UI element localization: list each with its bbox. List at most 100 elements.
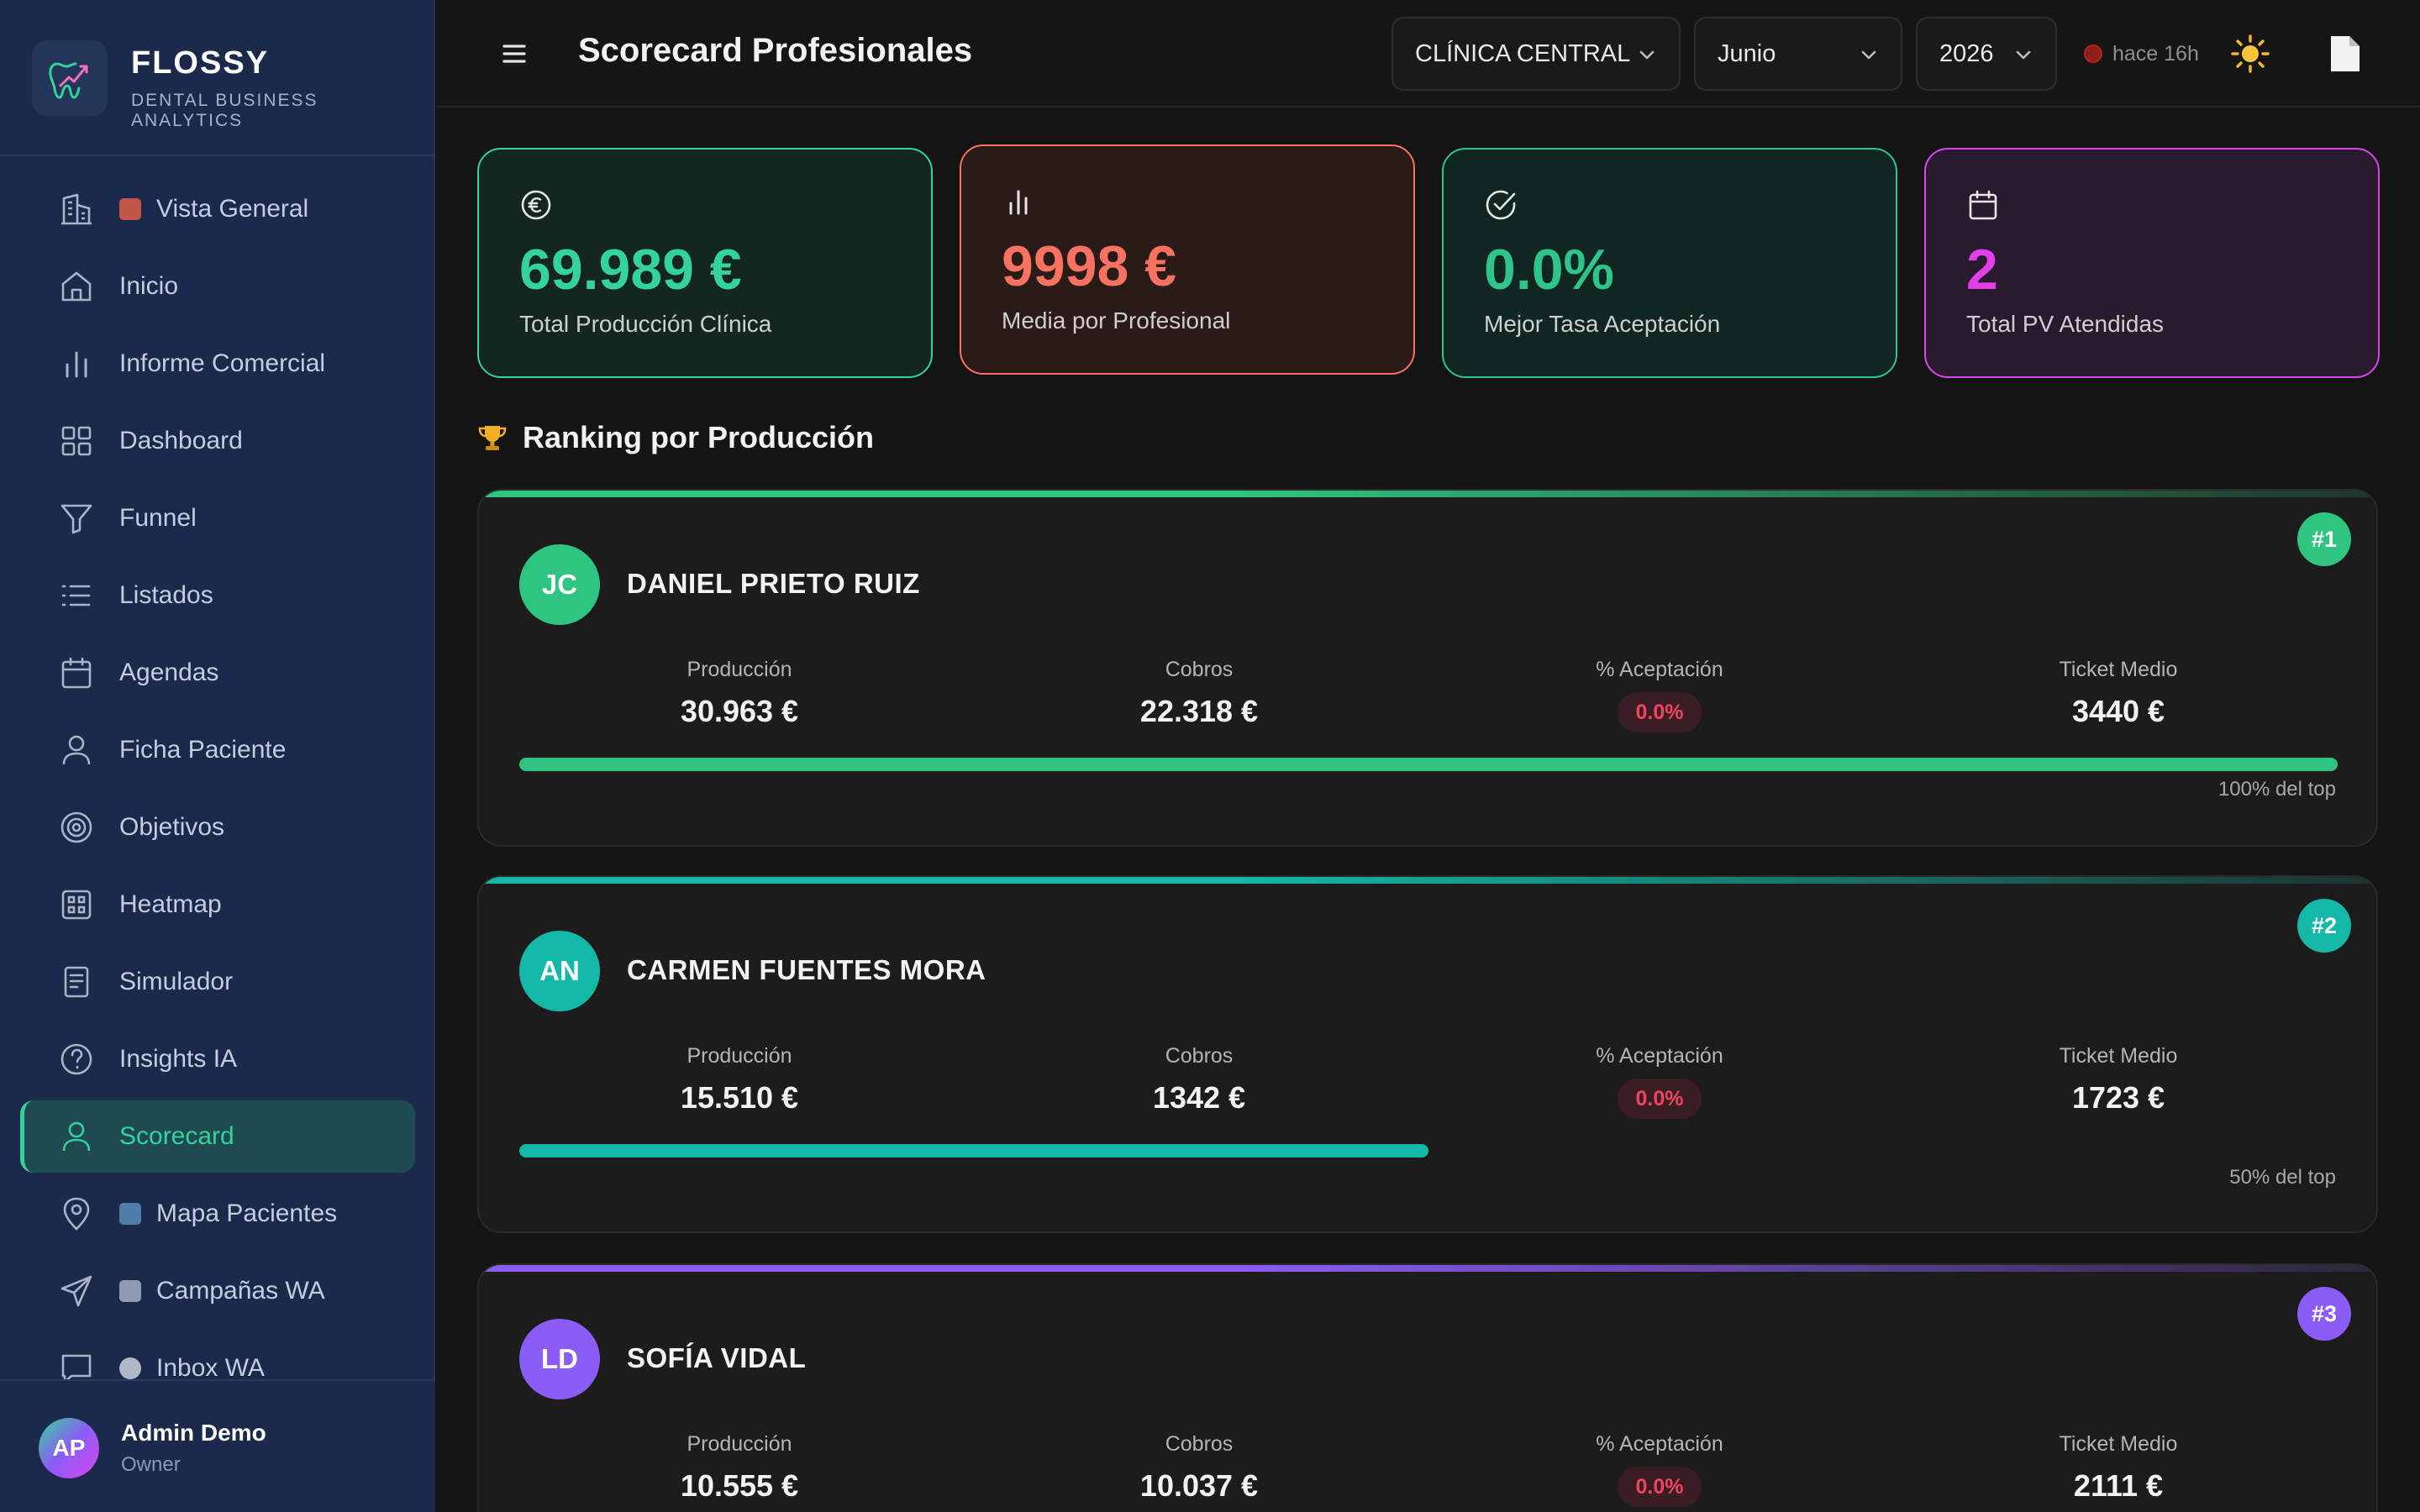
metric-ticket: Ticket Medio 2111 € [1950,1430,2286,1504]
sidebar-item-agendas[interactable]: Agendas [20,637,415,709]
sidebar: FLOSSY DENTAL BUSINESS ANALYTICS Vista G… [0,0,435,1512]
top-bar: Scorecard Profesionales CLÍNICA CENTRAL … [437,0,2420,108]
sync-status-text: hace 16h [2112,41,2199,66]
funnel-icon [60,504,92,534]
ranking-card-accent [479,877,2376,884]
sidebar-item-label: Objetivos [119,813,225,841]
sidebar-item-label: Inbox WA [156,1354,265,1379]
pdf-export-icon[interactable] [2326,34,2363,74]
sidebar-item-campanas-wa[interactable]: Campañas WA [20,1255,415,1327]
metric-label: % Aceptación [1596,1044,1723,1068]
sidebar-item-dashboard[interactable]: Dashboard [20,405,415,477]
brand-subtitle: DENTAL BUSINESS ANALYTICS [131,91,318,130]
month-select-value: Junio [1718,40,1776,67]
metric-label: Cobros [1165,658,1234,681]
grid-icon [61,426,92,456]
kpi-value: 9998 € [1002,234,1176,298]
sidebar-item-insights-ia[interactable]: Insights IA [20,1023,415,1095]
metric-value: 1342 € [1152,1080,1246,1115]
progress-fill [519,758,2338,771]
megaphone-emoji-icon [119,1280,141,1302]
send-icon [60,1275,92,1307]
month-select[interactable]: Junio [1694,17,1902,91]
sidebar-item-vista-general[interactable]: Vista General [20,173,415,245]
tooth-logo-icon [32,40,108,116]
sidebar-item-label: Simulador [119,968,234,995]
kpi-value: 0.0% [1484,238,1614,302]
sidebar-item-label: Heatmap [119,890,222,918]
progress-label: 50% del top [2229,1166,2336,1189]
sidebar-item-inbox-wa[interactable]: Inbox WA [20,1332,415,1379]
progress-fill [519,1144,1428,1158]
sidebar-item-objetivos[interactable]: Objetivos [20,791,415,864]
metric-aceptacion: % Aceptación 0.0% [1491,655,1828,732]
list-icon [61,585,91,606]
chevron-down-icon [2016,50,2031,60]
euro-icon [521,190,551,220]
kpi-label: Mejor Tasa Aceptación [1484,311,1721,337]
sidebar-item-inicio[interactable]: Inicio [20,250,415,323]
chevron-down-icon [1639,50,1655,60]
kpi-card-total-produccion: 69.989 € Total Producción Clínica [477,148,933,378]
sidebar-item-mapa-pacientes[interactable]: Mapa Pacientes [20,1178,415,1250]
hamburger-menu-icon[interactable] [497,37,531,71]
sidebar-item-simulador[interactable]: Simulador [20,946,415,1018]
sidebar-item-ficha-paciente[interactable]: Ficha Paciente [20,714,415,786]
ranking-title-text: Ranking por Producción [523,420,875,454]
metric-label: Cobros [1165,1432,1234,1456]
sidebar-nav: Vista General Inicio Informe Comercial D… [0,173,435,1379]
kpi-card-media-profesional: 9998 € Media por Profesional [960,144,1415,375]
rank-badge: #1 [2297,512,2351,566]
metric-label: Producción [687,1432,792,1456]
map-emoji-icon [119,1203,141,1225]
sidebar-item-label: Inicio [119,272,179,300]
metric-cobros: Cobros 22.318 € [1031,655,1367,729]
sync-status: hace 16h [2084,37,2199,71]
metric-aceptacion: % Aceptación 0.0% [1491,1430,1828,1507]
metric-value: 2111 € [2073,1468,2164,1503]
kpi-value: 69.989 € [519,238,742,302]
speech-emoji-icon [119,1357,141,1379]
avatar: LD [519,1319,600,1399]
metric-label: Producción [687,658,792,681]
sidebar-item-scorecard[interactable]: Scorecard [20,1100,415,1173]
kpi-value: 2 [1966,238,1998,302]
sidebar-item-listados[interactable]: Listados [20,559,415,632]
sidebar-item-funnel[interactable]: Funnel [20,482,415,554]
acceptance-badge: 0.0% [1617,1467,1702,1507]
metric-label: Ticket Medio [2059,658,2178,681]
sidebar-item-heatmap[interactable]: Heatmap [20,869,415,941]
year-select[interactable]: 2026 [1916,17,2057,91]
metric-aceptacion: % Aceptación 0.0% [1491,1042,1828,1119]
metric-label: % Aceptación [1596,1432,1723,1456]
sun-theme-toggle-icon[interactable] [2230,34,2270,74]
user-profile[interactable]: AP Admin Demo Owner [0,1379,435,1512]
sidebar-item-label: Insights IA [119,1045,238,1073]
sidebar-item-label: Agendas [119,659,219,686]
professional-name: DANIEL PRIETO RUIZ [627,568,920,599]
sidebar-item-label: Dashboard [119,427,243,454]
clinic-select-value: CLÍNICA CENTRAL [1415,40,1631,67]
help-circle-icon [60,1043,92,1075]
message-icon [61,1354,92,1379]
sidebar-item-informe-comercial[interactable]: Informe Comercial [20,328,415,400]
metric-value: 3440 € [2071,694,2165,728]
brand-header: FLOSSY DENTAL BUSINESS ANALYTICS [0,0,435,156]
ranking-card-accent [479,1265,2376,1272]
ranking-card-accent [479,491,2376,497]
metric-produccion: Producción 15.510 € [571,1042,908,1116]
bar-chart-icon [1009,190,1028,215]
trophy-icon [478,426,507,450]
avatar: AP [39,1418,99,1478]
metric-ticket: Ticket Medio 1723 € [1950,1042,2286,1116]
sidebar-item-label: Vista General [156,195,309,223]
avatar: JC [519,544,600,625]
hospital-emoji-icon [119,198,141,220]
clinic-select[interactable]: CLÍNICA CENTRAL [1392,17,1681,91]
metric-ticket: Ticket Medio 3440 € [1950,655,2286,729]
ranking-card: #3 LD SOFÍA VIDAL Producción 10.555 € Co… [477,1263,2378,1512]
page-title: Scorecard Profesionales [578,32,973,69]
calendar-icon [1969,190,1997,220]
user-icon [62,1121,91,1152]
metric-value: 10.555 € [680,1468,799,1503]
